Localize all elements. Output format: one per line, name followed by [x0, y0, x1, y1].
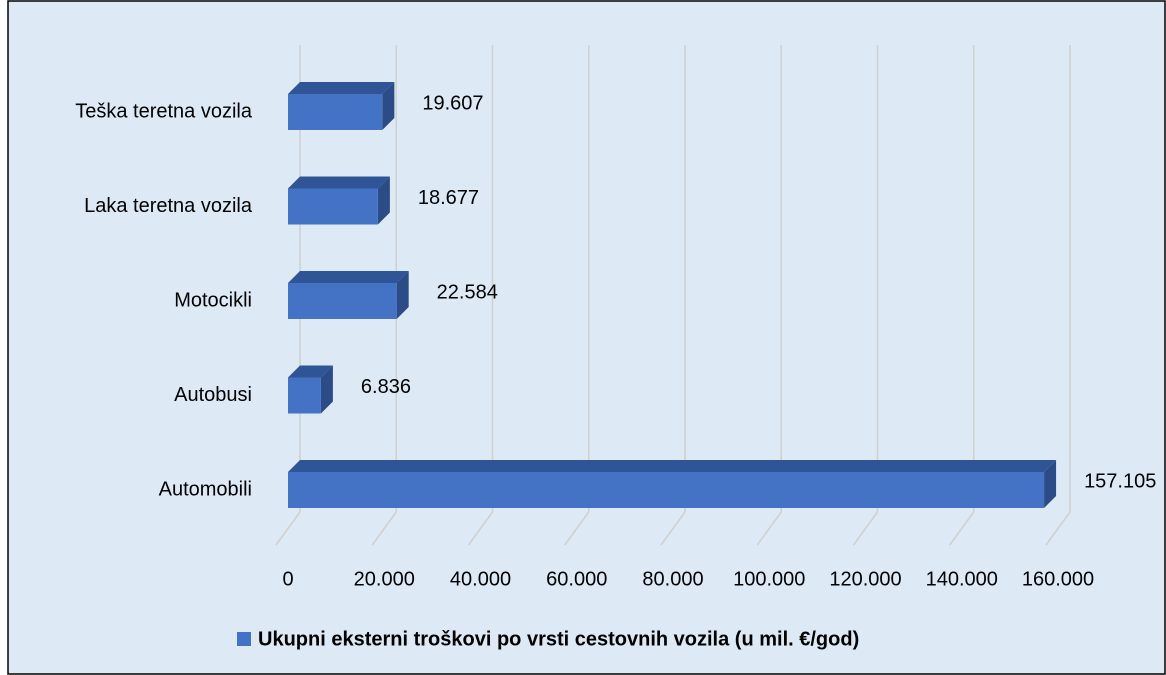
bar-side [377, 176, 390, 225]
data-label: 157.105 [1084, 470, 1156, 492]
y-tick-label: Automobili [159, 478, 252, 500]
bar-side [382, 82, 395, 130]
bar [288, 377, 321, 414]
bar [288, 94, 383, 130]
bar-top [288, 460, 1057, 472]
bar [288, 472, 1045, 508]
bar-side [320, 365, 333, 414]
x-tick-label: 40.000 [450, 568, 511, 590]
bar [288, 188, 378, 225]
floor-line [371, 511, 397, 546]
x-tick-label: 100.000 [733, 568, 805, 590]
data-label: 6.836 [361, 376, 411, 398]
y-tick-label: Laka teretna vozila [84, 195, 253, 217]
floor-line [275, 511, 301, 546]
floor-line [852, 511, 879, 546]
bar-side [396, 271, 409, 319]
floor-line [949, 511, 975, 546]
legend-label: Ukupni eksterni troškovi po vrsti cestov… [258, 628, 859, 650]
bar [288, 283, 397, 319]
data-label: 22.584 [437, 281, 498, 303]
x-tick-label: 160.000 [1022, 568, 1094, 590]
chart-background [7, 0, 1166, 675]
data-label: 18.677 [418, 187, 479, 209]
x-tick-label: 20.000 [354, 568, 415, 590]
bar-side [1044, 460, 1057, 508]
x-tick-label: 140.000 [926, 568, 998, 590]
floor-line [467, 511, 494, 546]
bar-top [288, 82, 395, 94]
bar-top [288, 271, 409, 283]
bar-top [288, 176, 390, 189]
y-tick-label: Teška teretna vozila [75, 100, 253, 122]
bar-top [288, 365, 333, 378]
legend-swatch [237, 632, 251, 646]
floor-line [756, 511, 782, 546]
x-tick-label: 0 [282, 568, 293, 590]
data-label: 19.607 [422, 92, 483, 114]
x-tick-label: 60.000 [546, 568, 607, 590]
y-tick-label: Autobusi [174, 384, 252, 406]
x-tick-label: 80.000 [642, 568, 703, 590]
floor-line [660, 511, 686, 546]
floor-line [564, 511, 590, 546]
floor-line [1045, 511, 1071, 546]
y-tick-label: Motocikli [174, 289, 252, 311]
x-tick-label: 120.000 [829, 568, 901, 590]
